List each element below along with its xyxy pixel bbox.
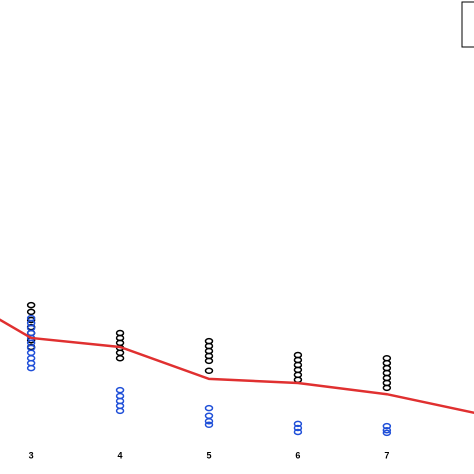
x-tick-label: 5	[206, 450, 211, 460]
point	[382, 422, 392, 430]
point	[293, 376, 303, 384]
x-tick-label: 7	[384, 450, 389, 460]
x-tick-label: 4	[118, 450, 123, 460]
legend-box	[461, 1, 474, 48]
point	[204, 412, 214, 420]
point	[115, 349, 125, 357]
point	[26, 308, 36, 316]
point	[26, 364, 36, 372]
x-tick-label: 6	[295, 450, 300, 460]
point	[115, 354, 125, 362]
line	[0, 318, 474, 414]
point	[293, 424, 303, 432]
plot-area	[0, 301, 474, 437]
point	[26, 301, 36, 309]
point	[382, 429, 392, 437]
point	[382, 426, 392, 434]
point	[115, 386, 125, 394]
point	[293, 428, 303, 436]
point	[293, 420, 303, 428]
x-tick-label: 3	[29, 450, 34, 460]
point	[204, 417, 214, 425]
point	[204, 357, 214, 365]
point	[204, 404, 214, 412]
point	[204, 367, 214, 375]
point	[382, 384, 392, 392]
point	[26, 349, 36, 357]
point	[204, 421, 214, 429]
point	[115, 407, 125, 415]
